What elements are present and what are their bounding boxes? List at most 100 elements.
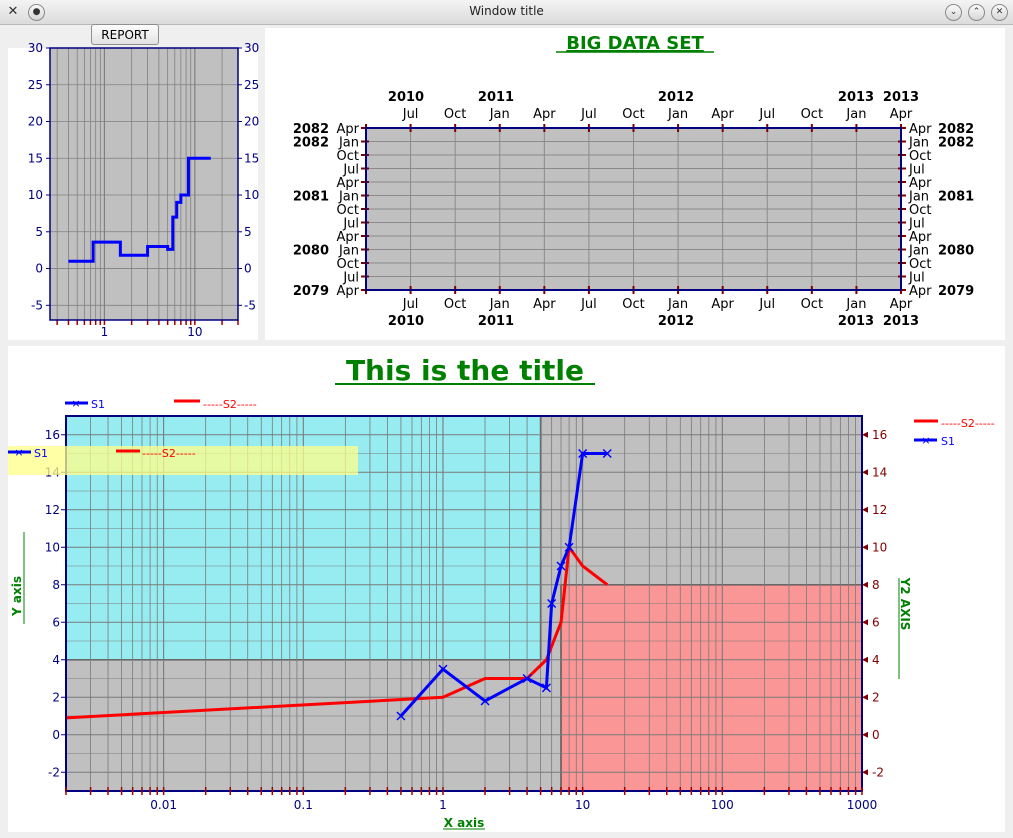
date-left-month: Jan (338, 244, 359, 259)
series-s1-marker (564, 542, 574, 552)
main-y2-tick (862, 544, 868, 551)
date-bottom-month: Jul (402, 297, 419, 312)
date-right-month: Apr (909, 230, 932, 245)
date-right-year: 2081 (938, 190, 974, 205)
date-left-month: Jul (342, 163, 359, 178)
date-bottom-month: Jul (758, 297, 775, 312)
window-title: Window title (469, 4, 544, 18)
date-bottom-month: Oct (444, 297, 466, 312)
main-y2-tick (862, 431, 868, 438)
main-y-tick-label: 6 (52, 615, 60, 629)
date-top-month: Oct (444, 107, 466, 122)
date-bottom-month: Jan (667, 297, 688, 312)
small-y-tick-label: 20 (28, 115, 43, 129)
minimize-button[interactable]: ⌄ (945, 4, 962, 21)
date-right-month: Oct (909, 203, 931, 218)
main-y2-tick-label: 14 (872, 465, 887, 479)
main-y2-tick-label: 6 (872, 615, 880, 629)
date-bottom-month: Jan (845, 297, 866, 312)
date-chart: BIG DATA SET JulJulOctOctJanJanAprAprJul… (293, 33, 974, 329)
date-bottom-month: Apr (890, 297, 913, 312)
main-y2-tick (862, 506, 868, 513)
legend-top: × S1 -----S2----- (65, 397, 257, 411)
small-plot-area (50, 48, 238, 320)
y-axis-title: Y axis (10, 576, 24, 617)
x-axis-title: X axis (444, 816, 485, 830)
y2-axis-title: Y2 AXIS (898, 577, 912, 631)
date-left-month: Oct (337, 149, 359, 164)
date-right-month: Jul (908, 271, 925, 286)
small-y2-tick-label: 25 (244, 78, 259, 92)
series-s1-marker (602, 448, 612, 459)
main-plot-frame (65, 415, 863, 792)
legend-top-s2-label: -----S2----- (203, 398, 257, 411)
small-y-tick-label: 25 (28, 78, 43, 92)
small-x-tick-label: 1 (101, 325, 109, 339)
date-axis-labels: JulJulOctOctJanJanAprAprJulJulOctOctJanJ… (293, 90, 974, 329)
small-y-tick-label: 5 (35, 225, 43, 239)
main-y2-tick-label: 12 (872, 503, 887, 517)
main-y2-tick-label: -2 (872, 765, 884, 779)
small-y2-tick-label: 5 (244, 225, 252, 239)
main-y2-tick (862, 469, 868, 476)
date-bottom-year: 2012 (658, 314, 694, 329)
small-y-tick-label: 30 (28, 41, 43, 55)
main-x-tick-label: 10 (575, 798, 590, 812)
legend-right-s1-label: S1 (941, 435, 955, 448)
small-y-tick-label: 15 (28, 151, 43, 165)
date-right-month: Jan (908, 244, 929, 259)
small-y-tick-label: -5 (31, 298, 43, 312)
main-x-tick-label: 1000 (847, 798, 878, 812)
window-menu-button[interactable]: ● (28, 4, 45, 21)
main-y-tick-label: 2 (52, 690, 60, 704)
date-left-year: 2081 (293, 190, 329, 205)
small-y2-tick-label: 30 (244, 41, 259, 55)
date-right-year: 2080 (938, 244, 974, 259)
main-y-tick-label: 4 (52, 653, 60, 667)
main-x-tick-label: 0.1 (294, 798, 313, 812)
date-top-month: Apr (890, 107, 913, 122)
date-top-month: Jan (845, 107, 866, 122)
date-left-year: 2079 (293, 284, 329, 299)
main-x-tick-label: 100 (711, 798, 734, 812)
date-chart-title: BIG DATA SET (566, 33, 704, 54)
main-y2-tick (862, 656, 868, 663)
date-bottom-month: Jan (489, 297, 510, 312)
main-chart: This is the title 1614121086420-21614121… (8, 354, 995, 830)
date-right-month: Jan (908, 136, 929, 151)
small-y2-tick-label: -5 (244, 298, 256, 312)
main-y2-tick (862, 619, 868, 626)
report-button[interactable]: REPORT (91, 24, 159, 45)
date-right-month: Oct (909, 257, 931, 272)
date-right-year: 2079 (938, 284, 974, 299)
date-bottom-month: Apr (533, 297, 556, 312)
small-x-tick-label: 10 (187, 325, 202, 339)
main-series (65, 448, 612, 721)
window-titlebar: ✕ ● Window title ⌄ ⌃ ✕ (0, 0, 1013, 25)
small-grid (50, 47, 239, 325)
small-y2-tick-label: 15 (244, 151, 259, 165)
legend-inner-s1-label: S1 (34, 447, 48, 460)
close-button[interactable]: ✕ (991, 4, 1008, 21)
date-top-month: Jul (758, 107, 775, 122)
date-bottom-year: 2013 (883, 314, 919, 329)
main-y-tick-label: 10 (45, 540, 60, 554)
main-y2-tick-label: 10 (872, 540, 887, 554)
legend-right: -----S2----- × S1 (914, 417, 995, 448)
main-y2-tick (862, 769, 868, 776)
date-top-month: Oct (622, 107, 644, 122)
date-left-year: 2082 (293, 136, 329, 151)
date-left-month: Jul (342, 271, 359, 286)
date-plot-frame (365, 127, 902, 291)
date-bottom-month: Oct (801, 297, 823, 312)
main-y2-tick-label: 0 (872, 728, 880, 742)
maximize-button[interactable]: ⌃ (968, 4, 985, 21)
main-y-tick-label: 16 (45, 428, 60, 442)
date-top-month: Apr (711, 107, 734, 122)
small-chart: 30 30 25 25 20 20 15 15 10 10 5 5 0 0 -5 -5 1 10 (28, 41, 260, 339)
date-top-year: 2012 (658, 90, 694, 105)
date-left-month: Jan (338, 190, 359, 205)
date-right-month: Jul (908, 217, 925, 232)
legend-top-s1-label: S1 (91, 398, 105, 411)
main-y2-tick-label: 2 (872, 690, 880, 704)
